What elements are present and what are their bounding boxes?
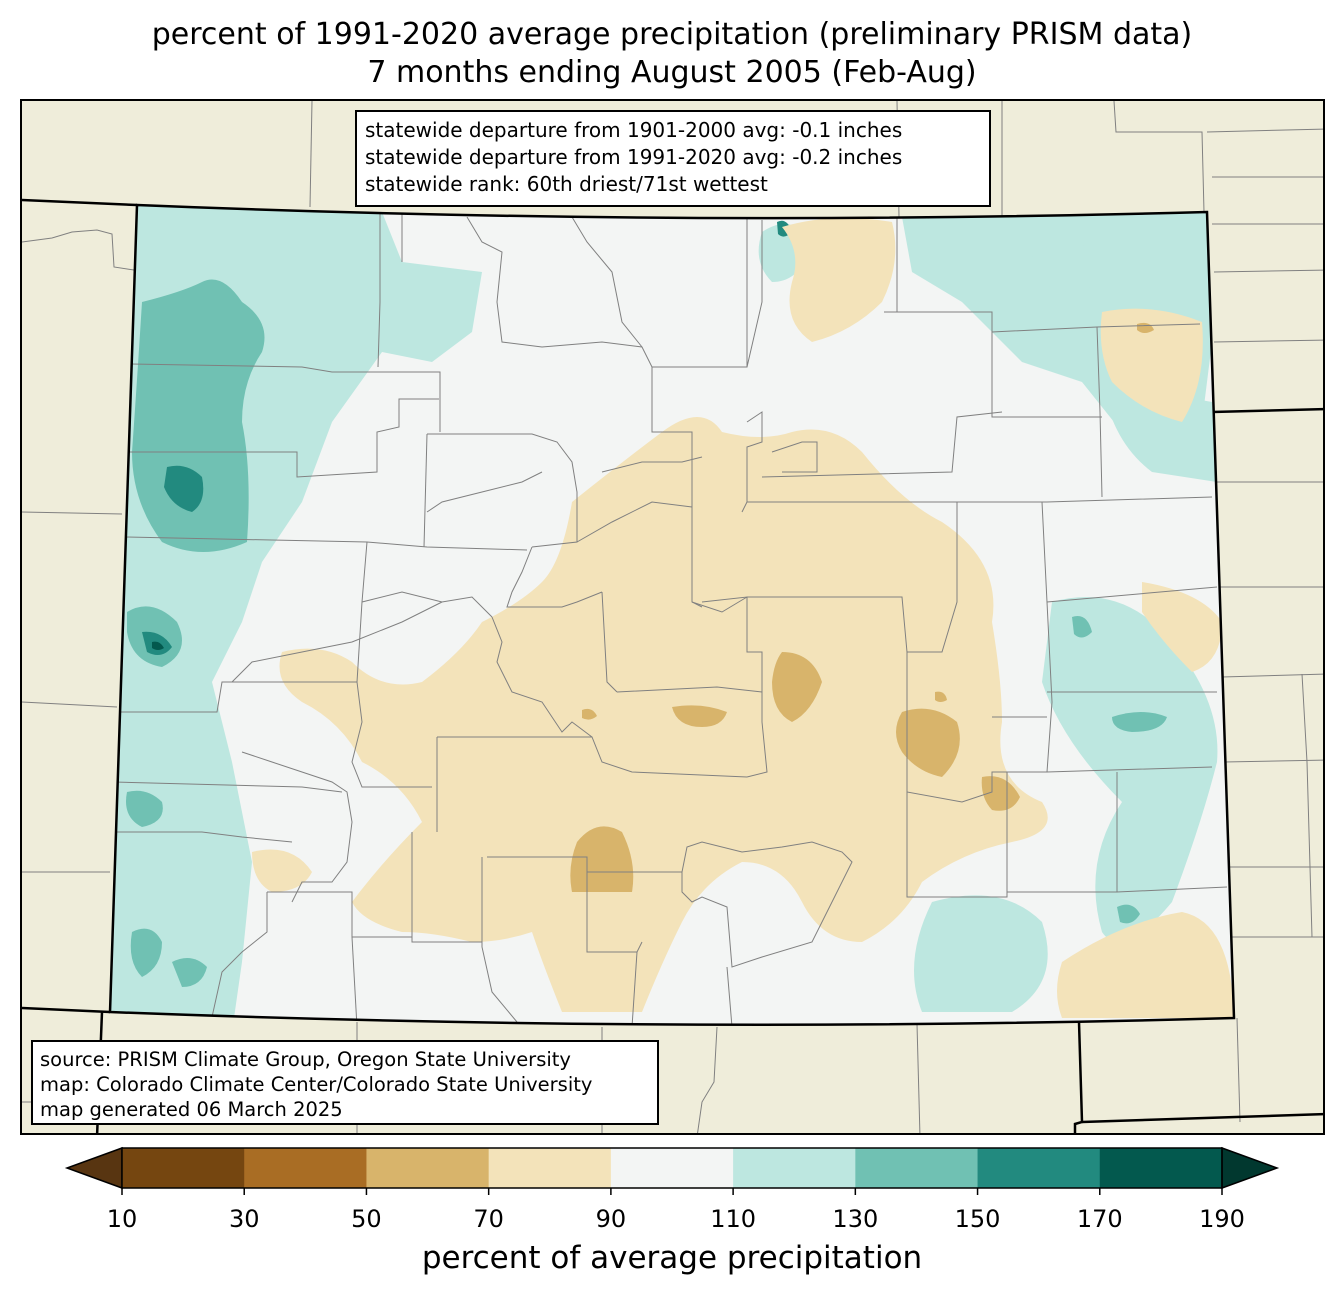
- stats-rank: statewide rank: 60th driest/71st wettest: [365, 172, 768, 196]
- colorbar-tick-label: 50: [351, 1205, 382, 1233]
- colorbar-tick-label: 190: [1199, 1205, 1245, 1233]
- colorbar-tick-label: 110: [710, 1205, 757, 1233]
- colorbar-tick-label: 130: [832, 1205, 879, 1233]
- county-lines: [110, 212, 1228, 1025]
- stats-departure-1901-2000: statewide departure from 1901-2000 avg: …: [365, 118, 903, 142]
- colorbar-label: percent of average precipitation: [421, 1240, 923, 1276]
- colorbar-tick-label: 150: [954, 1205, 1001, 1233]
- source-line: source: PRISM Climate Group, Oregon Stat…: [40, 1048, 571, 1071]
- colorbar-under-extension: [64, 1146, 123, 1190]
- stats-departure-1991-2020: statewide departure from 1991-2020 avg: …: [365, 145, 903, 169]
- colorbar-segment: [244, 1148, 367, 1188]
- colorbar-tick-label: 30: [228, 1205, 260, 1233]
- colorbar-tick-label: 10: [106, 1205, 138, 1233]
- colorbar: [64, 1146, 1280, 1195]
- generated-date-line: map generated 06 March 2025: [40, 1098, 343, 1121]
- map-panel: [20, 99, 1325, 1135]
- colorbar-segment: [610, 1148, 734, 1188]
- colorbar-segment: [488, 1148, 612, 1188]
- colorbar-tick-label: 70: [473, 1205, 504, 1233]
- map-title: percent of 1991-2020 average precipitati…: [151, 17, 1193, 52]
- colorbar-tick-label: 170: [1076, 1205, 1123, 1233]
- colorbar-segment: [122, 1148, 245, 1188]
- colorbar-segment: [1099, 1148, 1223, 1188]
- colorbar-tick-label: 90: [595, 1205, 627, 1233]
- colorbar-segment: [855, 1148, 979, 1188]
- colorbar-segment: [977, 1148, 1101, 1188]
- statewide-stats-box: statewide departure from 1901-2000 avg: …: [355, 110, 991, 207]
- colorbar-segment: [366, 1148, 490, 1188]
- map-credit-line: map: Colorado Climate Center/Colorado St…: [40, 1073, 593, 1096]
- map-subtitle: 7 months ending August 2005 (Feb-Aug): [367, 55, 977, 90]
- colorbar-segment: [733, 1148, 856, 1188]
- colorado-border: [108, 203, 1236, 1026]
- colorbar-over-extension: [1221, 1146, 1280, 1190]
- precipitation-map: [22, 101, 1323, 1133]
- source-box: source: PRISM Climate Group, Oregon Stat…: [31, 1040, 659, 1125]
- colorbar-outline: [121, 1147, 1223, 1189]
